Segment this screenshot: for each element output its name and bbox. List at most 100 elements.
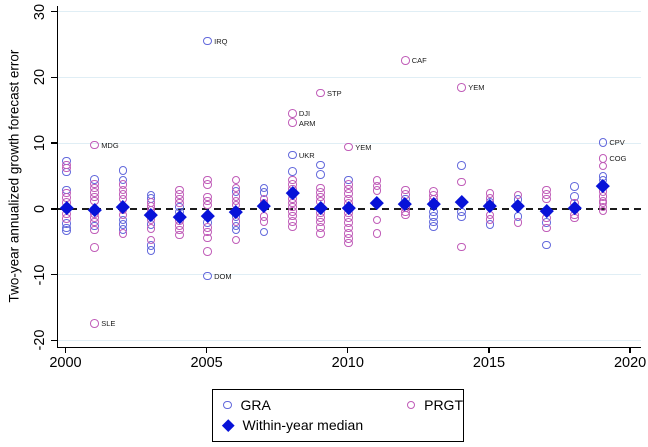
- data-point-gra: [429, 222, 438, 231]
- data-point-gra: [259, 227, 269, 237]
- data-point-prgt: [570, 213, 579, 223]
- data-point-prgt: [231, 175, 241, 185]
- data-point-gra: [457, 161, 467, 170]
- legend-row-2: Within-year median: [222, 415, 463, 435]
- y-tick-mark: [51, 142, 57, 144]
- point-label: CPV: [609, 138, 625, 148]
- y-tick-label: 10: [32, 135, 48, 152]
- data-point-gra: [288, 150, 297, 160]
- data-point-prgt: [372, 186, 382, 195]
- gra-circle-icon: [223, 400, 232, 410]
- y-tick-mark: [51, 208, 57, 210]
- x-tick-mark: [629, 347, 631, 353]
- point-label: CAF: [411, 56, 427, 66]
- x-tick-mark: [488, 347, 490, 353]
- x-tick-mark: [64, 347, 67, 353]
- gridline: [58, 339, 641, 341]
- data-point-gra: [288, 167, 297, 176]
- median-diamond: [454, 194, 469, 209]
- data-point-prgt: [288, 118, 297, 128]
- data-point-prgt: [457, 242, 467, 252]
- data-point-prgt: [457, 82, 467, 92]
- data-point-prgt: [344, 142, 354, 152]
- point-label: UKR: [298, 150, 315, 160]
- data-point-gra: [316, 170, 325, 179]
- point-label: IRQ: [214, 36, 228, 46]
- data-point-prgt: [203, 233, 212, 243]
- data-point-gra: [598, 138, 608, 147]
- data-point-prgt: [90, 140, 99, 150]
- data-point-prgt: [400, 55, 410, 65]
- data-point-prgt: [344, 238, 354, 248]
- data-point-prgt: [146, 235, 156, 245]
- data-point-prgt: [62, 163, 71, 173]
- median-diamond-icon: [222, 418, 235, 432]
- gridline: [58, 76, 641, 78]
- point-label: ARM: [298, 118, 316, 128]
- data-point-gra: [203, 271, 212, 281]
- point-label: YEM: [468, 83, 485, 93]
- y-tick-mark: [51, 339, 57, 342]
- data-point-prgt: [485, 215, 495, 224]
- x-tick-label: 2015: [472, 355, 506, 371]
- data-point-prgt: [542, 223, 551, 233]
- data-point-prgt: [175, 198, 184, 208]
- data-point-prgt: [316, 228, 325, 238]
- median-diamond: [370, 195, 384, 210]
- data-point-prgt: [598, 161, 608, 171]
- median-diamond: [257, 199, 271, 214]
- data-point-prgt: [259, 217, 269, 226]
- data-point-gra: [146, 246, 156, 255]
- point-label: DOM: [214, 271, 232, 281]
- data-point-prgt: [203, 247, 212, 256]
- data-point-gra: [316, 160, 325, 170]
- point-label: YEM: [355, 142, 372, 152]
- point-label: SLE: [101, 319, 116, 329]
- x-tick-label: 2020: [613, 355, 647, 371]
- data-point-prgt: [288, 109, 297, 118]
- data-point-gra: [231, 225, 241, 235]
- legend-label-gra: GRA: [240, 397, 271, 413]
- y-tick-label: 0: [32, 204, 48, 213]
- y-tick-label: 30: [32, 3, 48, 20]
- point-label: MDG: [101, 140, 119, 150]
- y-axis-title: Two-year annualized growth forecast erro…: [6, 49, 22, 303]
- data-point-prgt: [542, 194, 551, 204]
- data-point-gra: [62, 226, 71, 235]
- data-point-prgt: [288, 222, 297, 231]
- median-diamond: [116, 200, 130, 214]
- data-point-gra: [203, 36, 212, 46]
- legend-item-gra: GRA: [223, 397, 407, 413]
- legend-label-prgt: PRGT: [424, 397, 463, 413]
- data-point-prgt: [90, 243, 99, 252]
- data-point-gra: [457, 212, 467, 222]
- data-point-prgt: [62, 214, 71, 224]
- data-point-prgt: [231, 235, 241, 245]
- y-tick-mark: [51, 76, 57, 78]
- gridline: [58, 11, 641, 13]
- data-point-prgt: [513, 218, 523, 227]
- x-tick-label: 2005: [190, 355, 223, 371]
- data-point-gra: [542, 240, 551, 250]
- y-tick-label: -10: [32, 264, 48, 286]
- legend-item-prgt: PRGT: [406, 397, 463, 413]
- y-tick-mark: [51, 10, 57, 13]
- data-point-prgt: [372, 215, 382, 225]
- data-point-prgt: [146, 224, 156, 233]
- legend: GRA PRGT Within-year median: [212, 389, 464, 442]
- data-point-gra: [118, 166, 128, 176]
- data-point-prgt: [231, 183, 241, 193]
- data-point-prgt: [372, 228, 382, 238]
- data-point-prgt: [90, 319, 99, 328]
- data-point-prgt: [175, 230, 184, 240]
- x-tick-label: 2000: [49, 355, 82, 371]
- data-point-prgt: [90, 225, 99, 235]
- point-label: STP: [327, 88, 342, 98]
- legend-label-median: Within-year median: [242, 417, 364, 433]
- x-tick-mark: [347, 347, 349, 353]
- gridline: [58, 274, 641, 276]
- legend-row-1: GRA PRGT: [223, 395, 463, 415]
- data-point-prgt: [598, 206, 608, 216]
- legend-item-median: Within-year median: [222, 417, 364, 433]
